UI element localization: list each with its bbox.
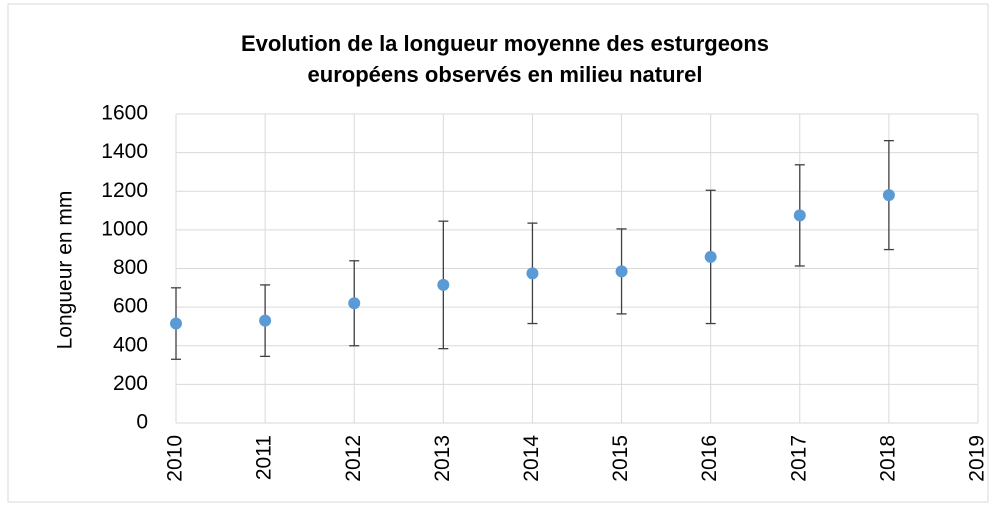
chart-title: européens observés en milieu naturel <box>308 62 703 87</box>
y-tick-label: 1400 <box>101 140 148 163</box>
y-axis-label: Longueur en mm <box>54 191 77 350</box>
data-point <box>348 297 361 310</box>
y-tick-label: 1200 <box>101 179 148 202</box>
x-tick-label: 2012 <box>342 435 365 482</box>
y-tick-label: 1000 <box>101 217 148 240</box>
data-point <box>704 250 717 263</box>
y-tick-label: 1600 <box>101 102 148 125</box>
x-tick-label: 2014 <box>520 435 543 482</box>
x-tick-label: 2016 <box>698 435 721 482</box>
x-tick-label: 2018 <box>876 435 899 482</box>
data-point <box>170 317 182 330</box>
x-tick-label: 2010 <box>164 435 187 482</box>
data-point <box>615 265 628 278</box>
x-tick-label: 2013 <box>431 435 454 482</box>
data-point <box>793 209 806 222</box>
y-tick-label: 400 <box>113 333 148 356</box>
x-tick-label: 2019 <box>966 435 989 482</box>
y-tick-label: 200 <box>113 372 148 395</box>
data-point <box>259 314 272 327</box>
y-tick-label: 0 <box>136 411 148 434</box>
chart-border <box>7 3 989 503</box>
y-tick-label: 600 <box>113 295 148 318</box>
y-tick-label: 800 <box>113 256 148 279</box>
x-tick-label: 2017 <box>787 435 810 482</box>
chart-title: Evolution de la longueur moyenne des est… <box>241 31 769 56</box>
x-tick-label: 2011 <box>253 435 276 480</box>
data-point <box>437 278 450 291</box>
data-point <box>526 267 539 280</box>
data-point <box>882 189 895 202</box>
x-tick-label: 2015 <box>609 435 632 482</box>
